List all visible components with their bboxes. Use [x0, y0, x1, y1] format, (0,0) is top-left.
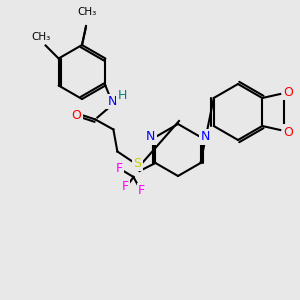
Text: CH₃: CH₃	[31, 32, 50, 41]
Text: N: N	[201, 130, 210, 143]
Text: F: F	[116, 163, 123, 176]
Text: F: F	[138, 184, 145, 197]
Text: CH₃: CH₃	[77, 7, 97, 17]
Text: O: O	[283, 85, 293, 98]
Text: F: F	[122, 181, 129, 194]
Text: O: O	[71, 109, 81, 122]
Text: H: H	[118, 89, 127, 102]
Text: O: O	[283, 125, 293, 139]
Text: N: N	[146, 130, 155, 143]
Text: N: N	[108, 95, 117, 108]
Text: S: S	[134, 157, 141, 170]
